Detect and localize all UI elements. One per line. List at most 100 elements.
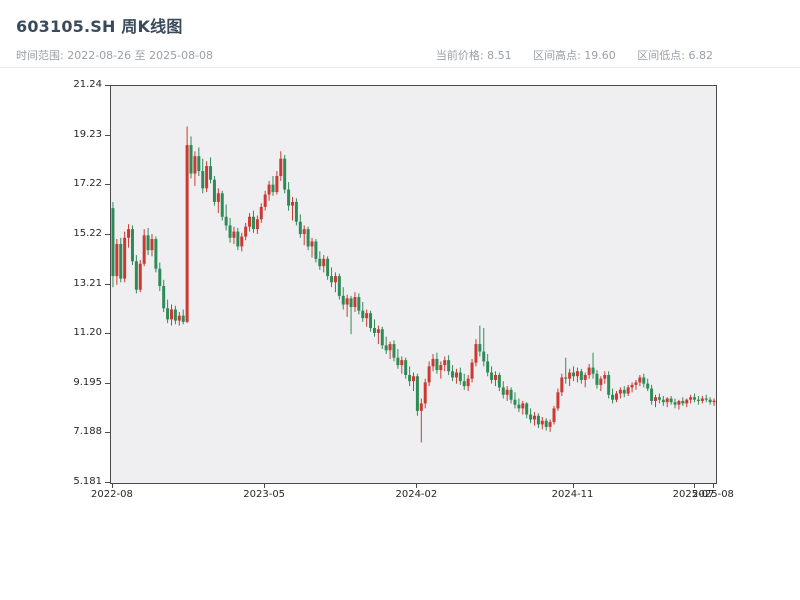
candle-body xyxy=(536,415,540,425)
y-axis-tick-mark xyxy=(105,233,110,235)
candle-body xyxy=(209,166,213,180)
candle-body xyxy=(564,377,568,379)
candle-body xyxy=(654,397,657,401)
y-axis-tick-mark xyxy=(105,134,110,136)
candle-body xyxy=(166,308,170,320)
candle-body xyxy=(587,367,591,375)
candle-body xyxy=(111,208,115,277)
candle-body xyxy=(579,371,583,380)
candle-body xyxy=(685,399,689,404)
candle-body xyxy=(427,366,431,383)
candlestick-svg xyxy=(111,126,716,443)
candle-body xyxy=(365,313,369,319)
candle-body xyxy=(560,377,564,393)
candle-body xyxy=(146,235,150,251)
x-axis-tick-label: 2024-11 xyxy=(551,489,594,500)
candle-body xyxy=(439,365,443,371)
candle-body xyxy=(248,216,252,227)
candle-body xyxy=(689,397,693,400)
chart-header: 603105.SH 周K线图 时间范围: 2022-08-26 至 2025-0… xyxy=(0,0,800,68)
x-axis-tick-label: 2024-02 xyxy=(395,489,438,500)
chart-subheader: 时间范围: 2022-08-26 至 2025-08-08 当前价格: 8.51… xyxy=(16,47,713,63)
candle-body xyxy=(330,276,334,283)
candle-body xyxy=(341,295,345,305)
candle-body xyxy=(353,297,357,308)
candle-body xyxy=(544,420,548,427)
candle-body xyxy=(259,206,263,220)
range-high-stat: 区间高点: 19.60 xyxy=(533,49,616,62)
candle-body xyxy=(302,229,306,235)
candle-body xyxy=(673,402,677,405)
y-axis-tick-label: 11.20 xyxy=(73,327,102,339)
candle-body xyxy=(236,231,240,247)
y-axis-tick-label: 19.23 xyxy=(73,128,102,140)
candle-body xyxy=(119,243,123,279)
candle-body xyxy=(665,398,669,403)
y-axis-tick-label: 9.195 xyxy=(73,376,102,388)
candle-body xyxy=(369,313,373,329)
candle-body xyxy=(638,377,642,383)
candle-body xyxy=(150,239,154,251)
candle-body xyxy=(474,344,478,363)
candle-body xyxy=(513,399,517,405)
y-axis-tick-label: 13.21 xyxy=(73,277,102,289)
candle-body xyxy=(650,388,654,401)
candle-body xyxy=(466,378,470,387)
candle-body xyxy=(419,403,423,411)
candle-body xyxy=(548,421,552,427)
range-low-stat: 区间低点: 6.82 xyxy=(637,49,713,62)
candle-body xyxy=(220,193,224,217)
candle-body xyxy=(552,408,556,422)
candle-body xyxy=(392,344,396,358)
candle-body xyxy=(525,403,529,415)
candle-body xyxy=(575,371,579,377)
candle-body xyxy=(357,297,361,311)
candle-body xyxy=(451,371,455,378)
x-axis-tick-mark xyxy=(693,484,695,488)
candle-body xyxy=(314,241,318,259)
candle-body xyxy=(376,329,380,333)
y-axis-tick-mark xyxy=(105,482,110,483)
y-axis-tick-mark xyxy=(105,184,110,186)
candle-body xyxy=(611,394,615,400)
y-axis-tick-mark xyxy=(105,85,110,86)
candle-body xyxy=(661,399,665,403)
candle-body xyxy=(529,414,533,420)
candle-body xyxy=(279,158,283,176)
candle-body xyxy=(583,374,587,380)
candle-body xyxy=(458,372,462,382)
candle-body xyxy=(291,201,294,206)
candle-body xyxy=(614,393,618,400)
candle-body xyxy=(501,387,505,395)
candle-body xyxy=(693,397,697,400)
candle-body xyxy=(572,372,576,377)
candle-body xyxy=(412,376,415,382)
candle-body xyxy=(431,358,435,367)
candle-body xyxy=(287,189,291,206)
candle-body xyxy=(490,372,494,380)
candle-body xyxy=(454,372,458,378)
candle-body xyxy=(127,229,131,238)
x-axis-tick-mark xyxy=(713,484,715,488)
y-axis-tick-mark xyxy=(105,283,110,285)
candle-body xyxy=(170,309,173,320)
y-axis-tick-label: 5.181 xyxy=(73,476,102,487)
candle-body xyxy=(380,329,384,346)
candle-body xyxy=(388,344,392,351)
candle-body xyxy=(423,382,427,404)
candle-body xyxy=(447,360,451,372)
y-axis-tick-label: 15.22 xyxy=(73,227,102,239)
candle-body xyxy=(283,158,287,190)
candle-body xyxy=(130,229,134,262)
candle-body xyxy=(408,374,412,382)
candle-body xyxy=(533,415,536,420)
date-range-text: 时间范围: 2022-08-26 至 2025-08-08 xyxy=(16,49,214,62)
candle-body xyxy=(216,193,220,202)
candle-body xyxy=(603,374,607,379)
candle-body xyxy=(224,216,228,226)
candle-body xyxy=(704,398,708,400)
candle-body xyxy=(193,156,197,174)
candle-body xyxy=(696,399,700,401)
candle-body xyxy=(556,392,560,409)
candle-body xyxy=(396,357,400,366)
